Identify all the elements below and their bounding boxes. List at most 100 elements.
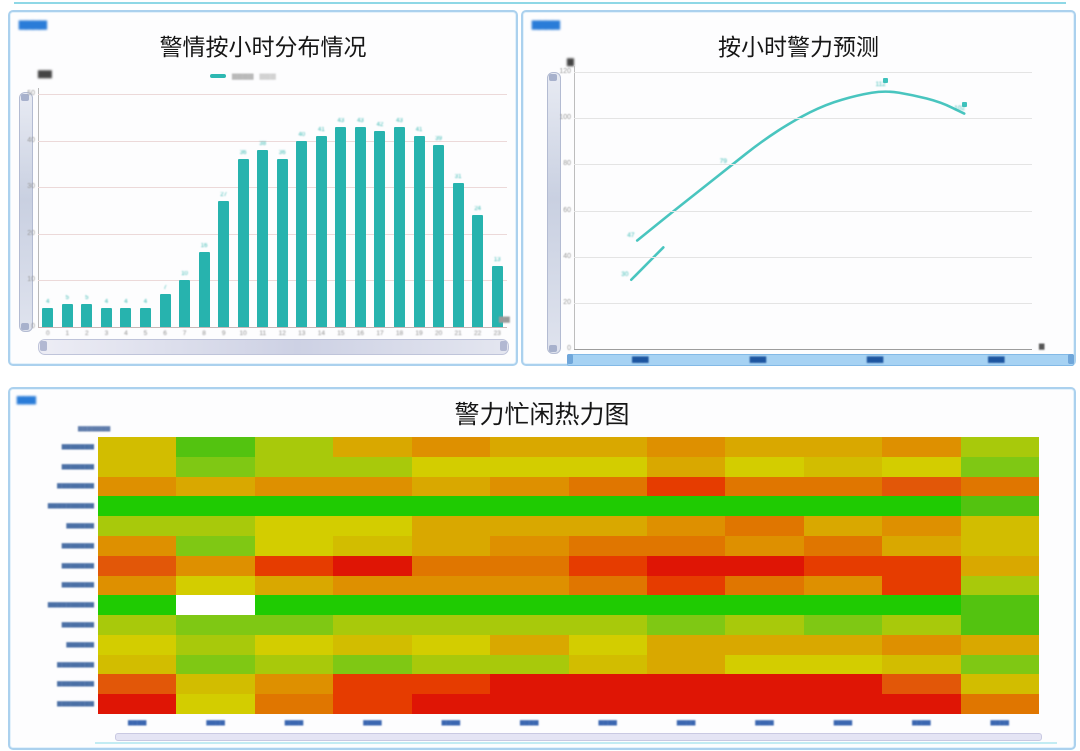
heatmap-cell[interactable] — [568, 615, 648, 636]
bar-chart-plot-area[interactable]: 0 10 20 30 40 50 4 5 5 4 4 4 7 10 16 27 36 38 36 40 41 43 43 42… — [27, 88, 507, 330]
bar[interactable] — [139, 308, 151, 327]
heatmap-cell[interactable] — [803, 674, 883, 695]
heatmap-cell[interactable] — [646, 476, 726, 497]
line-chart-plot-area[interactable]: 0 20 40 60 80 100 120 47 79 112 102 30 — [559, 66, 1032, 352]
heatmap-cell[interactable] — [803, 437, 883, 458]
line-series-forecast-curve[interactable] — [635, 90, 966, 242]
heatmap-cell[interactable] — [646, 615, 726, 636]
heatmap-cell[interactable] — [98, 516, 177, 537]
heatmap-cell[interactable] — [490, 476, 569, 497]
heatmap-cell[interactable] — [254, 535, 334, 557]
heatmap-cell[interactable] — [98, 575, 177, 596]
heatmap-cell[interactable] — [882, 496, 962, 517]
heatmap-cell[interactable] — [803, 615, 883, 636]
heatmap-cell[interactable] — [254, 634, 334, 656]
heatmap-cell[interactable] — [960, 535, 1040, 557]
heatmap-cell[interactable] — [98, 555, 177, 576]
heatmap-cell[interactable] — [646, 496, 726, 517]
heatmap-cell[interactable] — [333, 535, 413, 557]
heatmap-cell[interactable] — [646, 694, 726, 715]
bar[interactable] — [218, 201, 230, 327]
heatmap-cell[interactable] — [960, 496, 1040, 517]
bar[interactable] — [42, 308, 54, 327]
heatmap-cell[interactable] — [568, 654, 648, 675]
heatmap-cell[interactable] — [490, 694, 569, 715]
heatmap-cell[interactable] — [882, 634, 962, 656]
slider-handle-left[interactable] — [40, 341, 47, 351]
heatmap-cell[interactable] — [568, 634, 648, 656]
heatmap-cell[interactable] — [568, 535, 648, 557]
heatmap-cell[interactable] — [568, 674, 648, 695]
heatmap-cell[interactable] — [568, 437, 648, 458]
heatmap-cell[interactable] — [960, 634, 1040, 656]
slider-handle-left[interactable] — [567, 354, 573, 364]
slider-handle-top[interactable] — [21, 94, 29, 101]
heatmap-cell[interactable] — [333, 496, 413, 517]
heatmap-cell[interactable] — [176, 496, 256, 517]
heatmap-cell[interactable] — [803, 694, 883, 715]
heatmap-cell[interactable] — [411, 516, 491, 537]
heatmap-cell[interactable] — [254, 575, 334, 596]
data-point-marker[interactable] — [882, 78, 888, 84]
heatmap-cell[interactable] — [490, 555, 569, 576]
heatmap-cell[interactable] — [803, 496, 883, 517]
heatmap-cell[interactable] — [176, 654, 256, 675]
heatmap-cell[interactable] — [960, 654, 1040, 675]
datazoom-vertical-slider[interactable] — [547, 72, 561, 354]
heatmap-cell[interactable] — [98, 674, 177, 695]
heatmap-cell[interactable] — [411, 555, 491, 576]
heatmap-cell[interactable] — [98, 694, 177, 715]
heatmap-cell[interactable] — [490, 654, 569, 675]
bar[interactable] — [198, 252, 210, 327]
bar[interactable] — [413, 135, 425, 327]
heatmap-cell[interactable] — [333, 555, 413, 576]
panel-tag[interactable]: ▆▆▆▆ — [532, 19, 560, 30]
heatmap-cell[interactable] — [490, 456, 569, 478]
datazoom-horizontal-slider[interactable] — [38, 339, 509, 355]
bar[interactable] — [276, 159, 288, 327]
bar[interactable] — [159, 294, 171, 327]
heatmap-cell[interactable] — [176, 555, 256, 576]
heatmap-cell[interactable] — [646, 575, 726, 596]
heatmap-cell[interactable] — [98, 535, 177, 557]
heatmap-cell[interactable] — [646, 654, 726, 675]
bar[interactable] — [81, 303, 93, 327]
heatmap-cell[interactable] — [490, 674, 569, 695]
heatmap-cell[interactable] — [882, 535, 962, 557]
heatmap-cell[interactable] — [254, 595, 334, 616]
heatmap-cell[interactable] — [490, 595, 569, 616]
heatmap-cell[interactable] — [333, 516, 413, 537]
heatmap-cell[interactable] — [725, 555, 805, 576]
heatmap-cell[interactable] — [725, 535, 805, 557]
heatmap-cell[interactable] — [98, 654, 177, 675]
heatmap-cell[interactable] — [646, 674, 726, 695]
bar[interactable] — [335, 126, 347, 327]
heatmap-cell[interactable] — [568, 555, 648, 576]
panel-tag[interactable]: ▆▆▆ — [17, 394, 36, 404]
heatmap-cell[interactable] — [960, 516, 1040, 537]
heatmap-cell[interactable] — [803, 575, 883, 596]
heatmap-cell[interactable] — [411, 535, 491, 557]
heatmap-cell[interactable] — [98, 437, 177, 458]
legend[interactable]: ▆▆▆▆ ▆▆▆ — [210, 72, 276, 80]
heatmap-cell[interactable] — [411, 694, 491, 715]
heatmap-cell[interactable] — [803, 516, 883, 537]
data-point-marker[interactable] — [961, 101, 967, 107]
heatmap-cell[interactable] — [725, 456, 805, 478]
heatmap-cell[interactable] — [568, 456, 648, 478]
heatmap-cell[interactable] — [882, 674, 962, 695]
heatmap-cell[interactable] — [803, 476, 883, 497]
heatmap-cell[interactable] — [490, 575, 569, 596]
heatmap-cell[interactable] — [646, 595, 726, 616]
bar[interactable] — [296, 140, 308, 327]
heatmap-cell[interactable] — [333, 595, 413, 616]
heatmap-cell[interactable] — [803, 595, 883, 616]
heatmap-cell[interactable] — [882, 456, 962, 478]
heatmap-cell[interactable] — [725, 516, 805, 537]
bar[interactable] — [179, 280, 191, 327]
heatmap-cell[interactable] — [411, 674, 491, 695]
forecast-line-series[interactable] — [574, 72, 1032, 349]
heatmap-cell[interactable] — [803, 634, 883, 656]
heatmap-cell[interactable] — [254, 496, 334, 517]
heatmap-cell[interactable] — [254, 694, 334, 715]
